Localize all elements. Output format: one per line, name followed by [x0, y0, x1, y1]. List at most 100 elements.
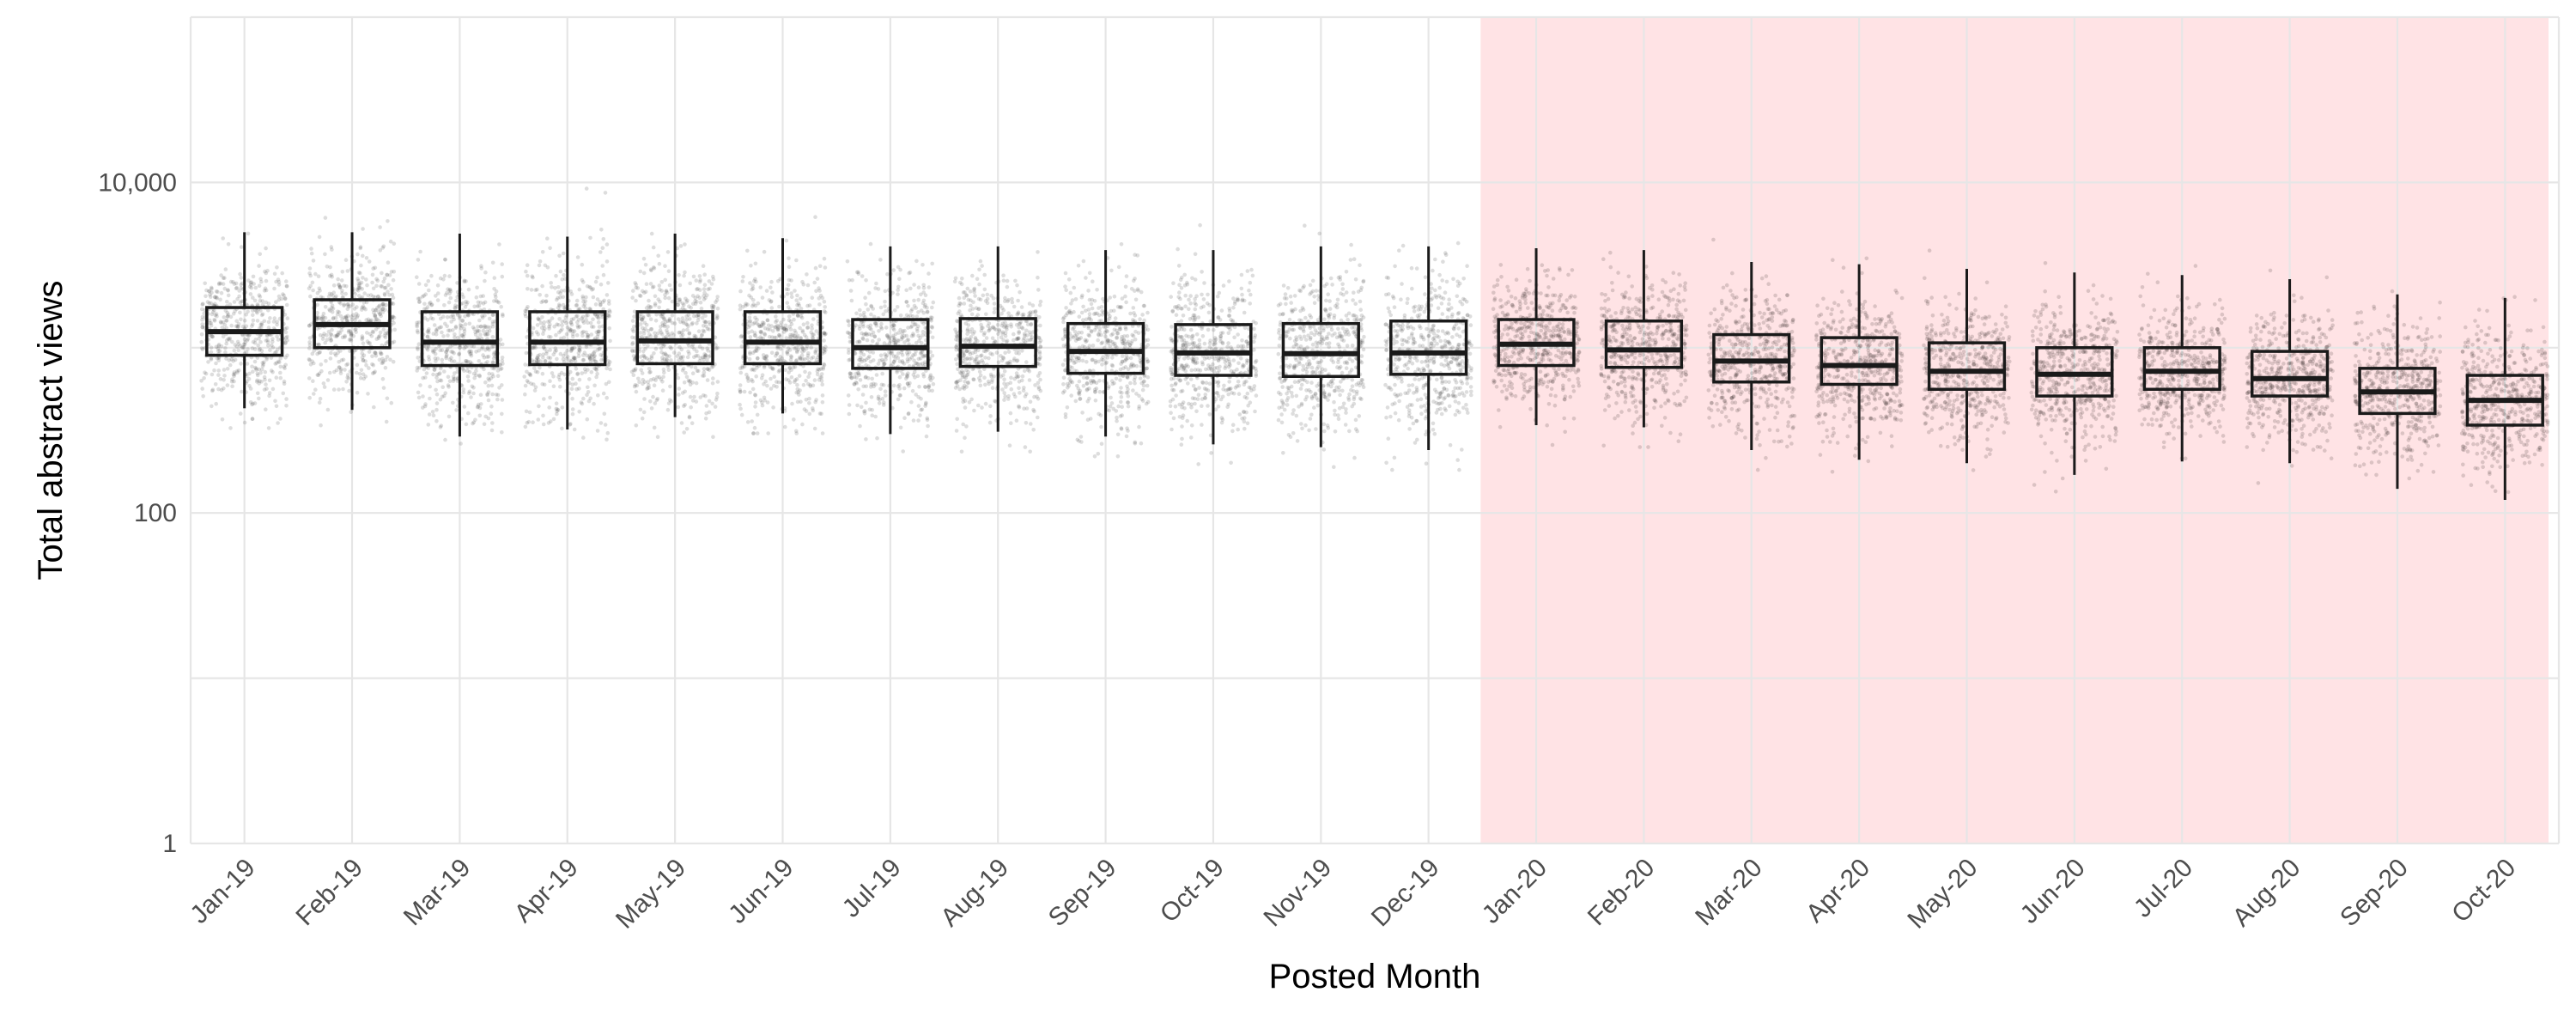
data-point — [1120, 405, 1124, 409]
data-point — [1091, 344, 1096, 348]
data-point — [219, 377, 223, 381]
data-point — [669, 346, 673, 350]
data-point — [604, 423, 608, 427]
data-point — [325, 338, 330, 342]
data-point — [358, 372, 362, 376]
data-point — [997, 361, 1001, 365]
data-point — [1002, 377, 1006, 381]
data-point — [1020, 305, 1024, 309]
data-point — [1093, 454, 1097, 459]
data-point — [1169, 295, 1173, 299]
data-point — [926, 310, 930, 314]
data-point — [268, 348, 272, 352]
data-point — [1091, 358, 1095, 362]
data-point — [667, 355, 671, 359]
data-point — [208, 289, 212, 294]
data-point — [1024, 445, 1028, 449]
data-point — [1249, 400, 1253, 405]
data-point — [371, 273, 375, 277]
data-point — [846, 259, 850, 264]
data-point — [494, 295, 498, 300]
data-point — [1142, 380, 1146, 384]
data-point — [499, 305, 503, 309]
data-point — [307, 340, 312, 344]
data-point — [574, 387, 579, 392]
data-point — [239, 411, 243, 416]
data-point — [641, 326, 645, 331]
data-point — [704, 417, 708, 421]
data-point — [439, 277, 443, 281]
data-point — [585, 314, 589, 318]
data-point — [1120, 338, 1124, 342]
data-point — [597, 320, 601, 325]
data-point — [477, 319, 482, 323]
data-point — [1190, 277, 1194, 281]
data-point — [548, 379, 552, 383]
data-point — [689, 306, 693, 310]
data-point — [275, 375, 279, 380]
data-point — [538, 264, 542, 268]
data-point — [344, 284, 349, 289]
data-point — [415, 275, 419, 279]
data-point — [555, 401, 559, 405]
data-point — [531, 276, 535, 280]
data-point — [1009, 381, 1013, 385]
data-point — [362, 306, 367, 310]
data-point — [1067, 277, 1072, 282]
data-point — [531, 420, 535, 424]
data-point — [233, 372, 237, 376]
data-point — [462, 346, 466, 350]
data-point — [759, 331, 763, 335]
data-point — [668, 385, 672, 389]
data-point — [1120, 242, 1124, 247]
data-point — [884, 393, 888, 398]
data-point — [769, 300, 774, 304]
data-point — [602, 273, 606, 277]
data-point — [639, 331, 643, 335]
data-point — [379, 331, 383, 335]
data-point — [823, 345, 828, 350]
data-point — [334, 354, 338, 358]
data-point — [716, 380, 720, 384]
data-point — [775, 319, 779, 323]
data-point — [665, 328, 669, 332]
data-point — [872, 350, 876, 355]
data-point — [368, 350, 372, 354]
data-point — [525, 410, 529, 414]
data-point — [758, 285, 762, 289]
data-point — [1097, 333, 1101, 338]
data-point — [453, 332, 457, 337]
data-point — [211, 335, 216, 339]
data-point — [552, 384, 556, 388]
data-point — [282, 392, 286, 396]
data-point — [203, 370, 207, 374]
data-point — [698, 280, 702, 284]
data-point — [1081, 359, 1085, 363]
data-point — [479, 393, 483, 397]
data-point — [549, 281, 553, 285]
data-point — [978, 379, 982, 383]
data-point — [995, 350, 999, 355]
data-point — [442, 303, 447, 307]
data-point — [462, 332, 466, 337]
data-point — [264, 301, 269, 305]
data-point — [1090, 302, 1094, 307]
data-point — [489, 411, 494, 416]
data-point — [416, 346, 420, 350]
data-point — [861, 393, 866, 397]
data-point — [748, 316, 752, 320]
data-point — [1097, 412, 1101, 417]
data-point — [428, 397, 432, 401]
data-point — [901, 372, 905, 376]
data-point — [309, 247, 313, 251]
data-point — [1175, 313, 1179, 317]
data-point — [653, 332, 657, 336]
data-point — [264, 279, 269, 283]
data-point — [361, 372, 366, 376]
data-point — [789, 291, 793, 295]
data-point — [1206, 404, 1210, 408]
data-point — [878, 401, 882, 405]
data-point — [312, 349, 316, 353]
data-point — [1192, 384, 1196, 388]
data-point — [278, 417, 283, 421]
